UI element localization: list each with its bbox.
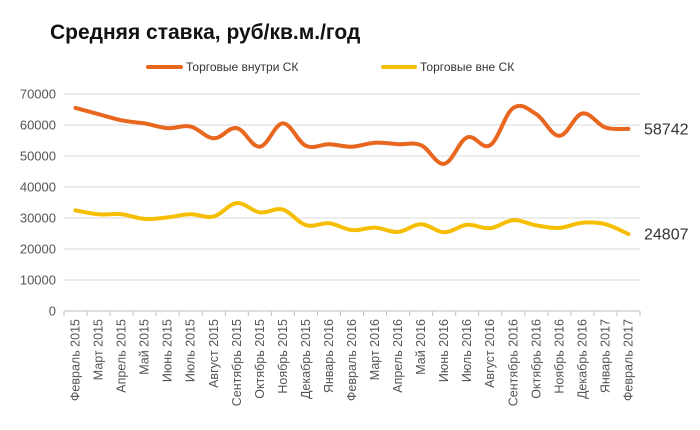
end-labels: 58742 24807	[644, 121, 689, 243]
x-tick-label: Июнь 2016	[437, 319, 451, 382]
x-tick-label: Декабрь 2015	[299, 319, 313, 399]
x-tick-label: Июль 2015	[184, 319, 198, 382]
series-lines	[73, 103, 631, 237]
legend: Торговые внутри СК Торговые вне СК	[146, 60, 514, 74]
x-tick-label: Июль 2016	[460, 319, 474, 382]
series-line-outside-sk	[73, 201, 631, 237]
y-tick-label: 30000	[20, 211, 56, 226]
y-tick-label: 10000	[20, 273, 56, 288]
x-tick-label: Март 2015	[92, 319, 106, 380]
y-tick-label: 20000	[20, 242, 56, 257]
x-tick-label: Сентябрь 2016	[506, 319, 520, 406]
x-tick-label: Май 2015	[138, 319, 152, 375]
x-tick-label: Апрель 2015	[115, 319, 129, 393]
x-tick-label: Август 2015	[207, 319, 221, 388]
x-tick-label: Апрель 2016	[391, 319, 405, 393]
y-tick-label: 50000	[20, 149, 56, 164]
series-line-inside-sk	[73, 103, 631, 166]
x-tick-label: Июнь 2015	[161, 319, 175, 382]
legend-label-inside-sk: Торговые внутри СК	[186, 60, 298, 74]
x-tick-label: Февраль 2017	[621, 319, 635, 401]
x-tick-label: Декабрь 2016	[575, 319, 589, 399]
y-tick-label: 0	[49, 304, 56, 319]
x-tick-label: Октябрь 2015	[253, 319, 267, 399]
y-tick-label: 70000	[20, 87, 56, 102]
x-tick-label: Сентябрь 2015	[230, 319, 244, 406]
x-tick-label: Февраль 2015	[69, 319, 83, 401]
end-value-outside-sk: 24807	[644, 227, 689, 244]
y-tick-label: 40000	[20, 180, 56, 195]
x-tick-label: Март 2016	[368, 319, 382, 380]
y-axis-ticks: 0 10000 20000 30000 40000 50000 60000 70000	[20, 87, 56, 319]
x-tick-label: Февраль 2016	[345, 319, 359, 401]
x-tick-label: Август 2016	[483, 319, 497, 388]
x-tick-label: Май 2016	[414, 319, 428, 375]
x-tick-label: Ноябрь 2015	[276, 319, 290, 394]
y-tick-label: 60000	[20, 118, 56, 133]
x-tick-label: Октябрь 2016	[529, 319, 543, 399]
legend-label-outside-sk: Торговые вне СК	[420, 60, 514, 74]
x-tick-label: Январь 2016	[322, 319, 336, 393]
x-tick-label: Ноябрь 2016	[552, 319, 566, 394]
x-tick-label: Январь 2017	[598, 319, 612, 393]
chart-title: Средняя ставка, руб/кв.м./год	[50, 21, 360, 44]
x-axis-ticks: Февраль 2015 Март 2015 Апрель 2015 Май 2015…	[63, 311, 641, 406]
end-value-inside-sk: 58742	[644, 121, 689, 138]
